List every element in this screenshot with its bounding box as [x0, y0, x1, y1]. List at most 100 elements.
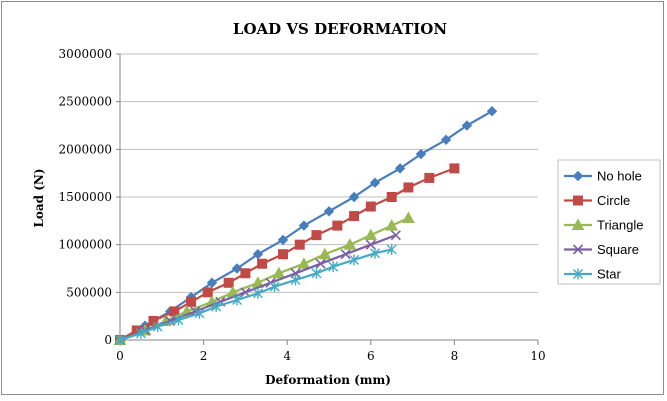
grid-layer	[120, 53, 538, 293]
y-tick-label: 1500000	[59, 190, 112, 204]
data-point	[390, 230, 401, 241]
data-point	[328, 261, 339, 273]
legend-label: Square	[597, 242, 639, 257]
data-point	[311, 230, 322, 241]
series-star	[115, 243, 397, 346]
data-point	[349, 211, 360, 222]
data-point	[440, 134, 452, 146]
data-point	[385, 219, 399, 231]
legend-label: Triangle	[597, 218, 643, 233]
legend-marker	[571, 218, 585, 230]
x-tick-label: 0	[116, 349, 124, 363]
data-point	[348, 191, 360, 203]
data-point	[240, 268, 251, 279]
series-line	[119, 234, 397, 342]
data-point	[269, 281, 280, 293]
data-point	[349, 254, 360, 266]
chart-frame: LOAD VS DEFORMATION 0 500000 1000000 150000…	[1, 1, 664, 395]
data-point	[369, 247, 380, 259]
data-point	[332, 220, 343, 231]
legend-item: Triangle	[564, 218, 643, 233]
data-point	[294, 239, 305, 250]
data-point	[486, 105, 498, 117]
legend-marker	[573, 268, 583, 280]
data-point	[386, 192, 397, 202]
x-tick-label: 10	[530, 349, 545, 363]
y-axis-label: Load (N)	[32, 168, 46, 227]
data-point	[211, 301, 222, 313]
axis-layer: 0 500000 1000000 1500000 2000000 2500000 30000…	[59, 47, 546, 363]
marker-stroke	[315, 258, 326, 269]
data-point	[115, 334, 125, 346]
data-point	[152, 321, 163, 333]
data-point	[252, 248, 264, 260]
legend-item: No hole	[564, 169, 642, 184]
data-point	[364, 228, 378, 241]
legend: No hole Circle Triangle Square Star	[557, 159, 661, 285]
legend-label: Circle	[597, 193, 630, 208]
y-tick-label: 2000000	[59, 142, 112, 156]
data-point	[340, 249, 351, 260]
series-circle	[115, 163, 460, 345]
data-point	[424, 172, 435, 183]
data-point	[194, 307, 205, 319]
marker-stroke	[190, 306, 201, 317]
data-point	[231, 263, 243, 274]
data-point	[365, 201, 376, 212]
y-tick-label: 2500000	[59, 95, 112, 109]
data-point	[402, 211, 415, 223]
data-point	[252, 287, 263, 299]
series-layer	[113, 105, 498, 346]
marker-stroke	[390, 230, 401, 241]
chart-svg: LOAD VS DEFORMATION 0 500000 1000000 150000…	[32, 20, 661, 387]
data-point	[173, 314, 184, 326]
marker-stroke	[240, 287, 251, 298]
data-point	[290, 274, 301, 286]
data-point	[394, 163, 406, 174]
chart-title: LOAD VS DEFORMATION	[233, 20, 447, 38]
data-point	[278, 249, 289, 260]
legend-label: No hole	[597, 169, 642, 184]
x-axis-label: Deformation (mm)	[265, 373, 391, 387]
data-point	[318, 247, 332, 260]
legend-marker	[572, 244, 584, 255]
marker-stroke	[572, 244, 584, 255]
data-point	[315, 258, 326, 269]
data-point	[449, 163, 460, 174]
legend-marker	[572, 170, 584, 182]
data-point	[311, 267, 322, 279]
data-point	[403, 182, 414, 193]
legend-marker	[573, 195, 583, 206]
data-point	[148, 315, 159, 326]
x-tick-label: 8	[451, 349, 459, 363]
marker-stroke	[365, 239, 376, 250]
data-point	[135, 327, 146, 339]
data-point	[298, 220, 310, 231]
y-tick-label: 500000	[66, 285, 112, 299]
data-point	[277, 234, 289, 246]
data-point	[206, 277, 218, 289]
data-point	[365, 239, 376, 250]
data-point	[223, 277, 234, 288]
x-tick-label: 4	[283, 349, 291, 363]
legend-label: Star	[597, 267, 622, 282]
data-point	[232, 294, 243, 306]
y-tick-label: 0	[104, 333, 112, 347]
y-tick-label: 1000000	[59, 238, 112, 252]
x-tick-label: 2	[200, 349, 208, 363]
data-point	[343, 238, 357, 250]
data-point	[323, 206, 335, 217]
legend-item: Star	[564, 267, 622, 282]
data-point	[461, 120, 473, 131]
data-point	[297, 257, 311, 269]
data-point	[257, 258, 268, 269]
legend-item: Circle	[564, 193, 630, 208]
marker-stroke	[340, 249, 351, 260]
legend-item: Square	[564, 242, 639, 257]
y-tick-label: 3000000	[59, 47, 112, 61]
data-point	[272, 266, 286, 279]
data-point	[186, 296, 197, 307]
data-point	[202, 287, 213, 298]
data-point	[369, 177, 381, 188]
data-point	[386, 243, 397, 255]
